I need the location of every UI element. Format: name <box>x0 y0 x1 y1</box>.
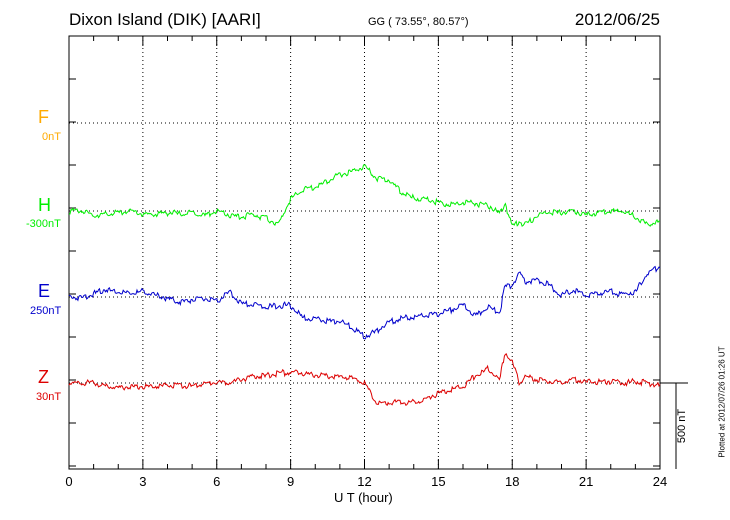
series-label-H: H <box>38 195 51 215</box>
station-coordinates: GG ( 73.55°, 80.57°) <box>368 16 469 28</box>
plotted-timestamp: Plotted at 2012/07/26 01:26 UT <box>717 346 727 458</box>
grid-lines <box>69 36 660 469</box>
series-line-E <box>68 265 661 340</box>
series-baseline-F: 0nT <box>42 131 61 143</box>
x-tick-label: 24 <box>652 474 668 489</box>
scale-bar-label: 500 nT <box>676 408 688 444</box>
x-tick-label: 12 <box>357 474 372 489</box>
date-label: 2012/06/25 <box>574 10 660 29</box>
series-baseline-E: 250nT <box>30 305 62 317</box>
series-label-Z: Z <box>38 367 49 387</box>
x-axis-ticks <box>68 36 661 469</box>
x-tick-label: 15 <box>431 474 446 489</box>
x-tick-label: 9 <box>287 474 295 489</box>
x-tick-label: 6 <box>213 474 221 489</box>
x-tick-label: 21 <box>578 474 594 489</box>
series-line-H <box>69 164 661 227</box>
series-baseline-H: -300nT <box>26 218 61 230</box>
series-label-E: E <box>38 281 51 301</box>
series-label-F: F <box>38 107 49 127</box>
x-tick-label: 0 <box>65 474 73 489</box>
baseline-ticks <box>69 78 660 467</box>
series-lines <box>68 164 661 407</box>
scale-bar <box>660 382 688 469</box>
x-axis-label: U T (hour) <box>334 490 393 505</box>
x-tick-label: 18 <box>505 474 520 489</box>
series-baseline-Z: 30nT <box>36 391 62 403</box>
x-tick-label: 3 <box>139 474 147 489</box>
station-title: Dixon Island (DIK) [AARI] <box>69 10 261 29</box>
series-line-Z <box>68 353 661 407</box>
